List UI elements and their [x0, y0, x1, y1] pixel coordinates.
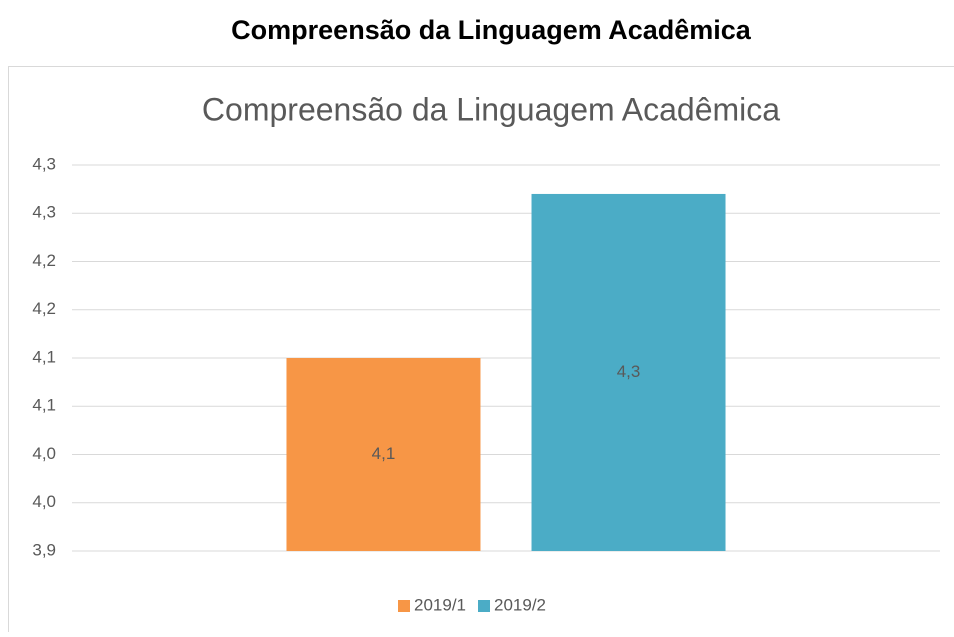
- y-tick-label: 4,2: [32, 251, 56, 270]
- y-tick-label: 4,0: [32, 444, 56, 463]
- value-label: 4,1: [372, 444, 396, 463]
- legend-label: 2019/1: [414, 595, 466, 614]
- legend-label: 2019/2: [494, 595, 546, 614]
- y-tick-label: 3,9: [32, 540, 56, 559]
- chart-frame: [9, 67, 954, 633]
- y-tick-label: 4,1: [32, 396, 56, 415]
- y-tick-label: 4,3: [32, 203, 56, 222]
- page-heading: Compreensão da Linguagem Acadêmica: [231, 15, 752, 45]
- y-tick-label: 4,1: [32, 347, 56, 366]
- value-label: 4,3: [617, 362, 641, 381]
- legend-swatch: [398, 600, 410, 612]
- legend-swatch: [478, 600, 490, 612]
- y-tick-label: 4,2: [32, 299, 56, 318]
- y-tick-label: 4,0: [32, 492, 56, 511]
- y-tick-label: 4,3: [32, 154, 56, 173]
- chart-title: Compreensão da Linguagem Acadêmica: [202, 91, 780, 127]
